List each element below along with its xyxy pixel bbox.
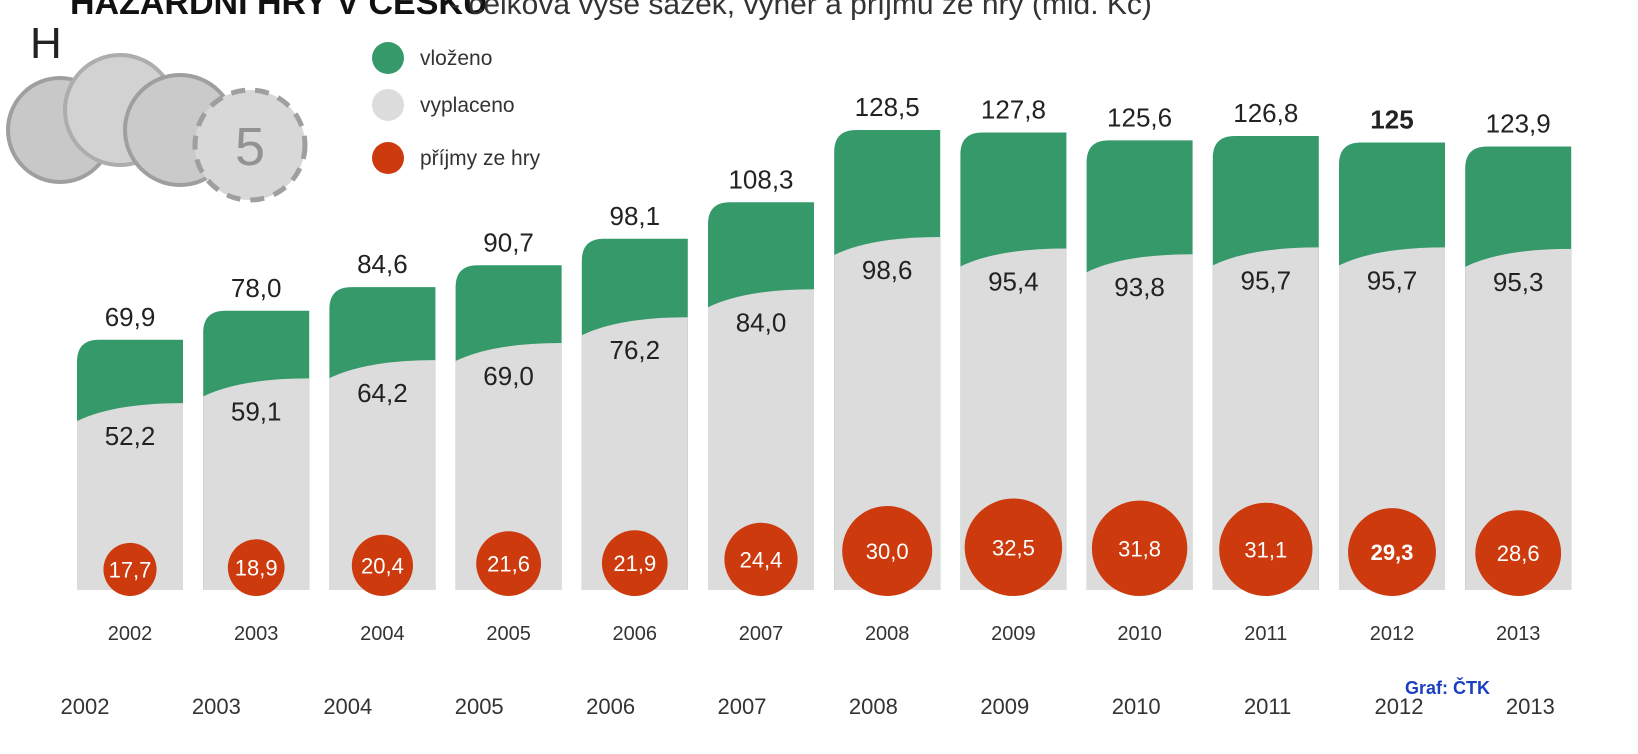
x-tick-label: 2006	[613, 623, 658, 645]
value-label-income: 17,7	[109, 557, 152, 582]
backdrop-year-label: 2006	[586, 694, 635, 719]
svg-text:5: 5	[235, 117, 265, 177]
value-label-deposited: 69,9	[105, 302, 156, 332]
value-label-deposited: 125	[1370, 105, 1413, 135]
x-tick-label: 2011	[1244, 623, 1287, 645]
legend-swatch	[372, 142, 404, 174]
value-label-deposited: 125,6	[1107, 102, 1172, 132]
legend-label: vloženo	[420, 47, 492, 70]
value-label-paid: 93,8	[1114, 272, 1165, 302]
source: Graf: ČTK	[1405, 677, 1490, 698]
x-tick-label: 2003	[234, 623, 279, 645]
x-tick-label: 2010	[1117, 623, 1162, 645]
value-label-paid: 95,7	[1367, 265, 1418, 295]
value-label-paid: 98,6	[862, 255, 913, 285]
x-tick-label: 2005	[486, 623, 531, 645]
legend-label: vyplaceno	[420, 94, 515, 117]
x-tick-label: 2012	[1370, 623, 1415, 645]
x-tick-label: 2004	[360, 623, 405, 645]
value-label-paid: 95,4	[988, 266, 1039, 296]
value-label-income: 18,9	[235, 556, 278, 581]
value-label-deposited: 108,3	[728, 164, 793, 194]
chart: H 5 HAZARDNÍ HRY V ČESKU - celková výše …	[0, 0, 1638, 754]
x-tick-label: 2009	[991, 623, 1036, 645]
x-tick-label: 2008	[865, 623, 910, 645]
value-label-income: 24,4	[740, 547, 783, 572]
chart-title: HAZARDNÍ HRY V ČESKU	[70, 0, 487, 22]
legend-label: příjmy ze hry	[420, 147, 541, 170]
value-label-deposited: 78,0	[231, 273, 282, 303]
backdrop-year-label: 2007	[718, 694, 767, 719]
value-label-income: 29,3	[1371, 540, 1414, 565]
backdrop-year-label: 2005	[455, 694, 504, 719]
value-label-income: 21,9	[613, 551, 656, 576]
value-label-income: 20,4	[361, 553, 404, 578]
value-label-paid: 69,0	[483, 361, 534, 391]
backdrop-year-label: 2011	[1244, 694, 1291, 719]
backdrop-letter: H	[30, 19, 62, 68]
value-label-deposited: 127,8	[981, 94, 1046, 124]
x-tick-label: 2007	[739, 623, 784, 645]
value-label-deposited: 90,7	[483, 227, 534, 257]
backdrop-year-label: 2004	[323, 694, 372, 719]
backdrop-year-label: 2002	[61, 694, 110, 719]
value-label-income: 31,8	[1118, 536, 1161, 561]
legend-swatch	[372, 42, 404, 74]
value-label-deposited: 126,8	[1233, 98, 1298, 128]
backdrop-year-label: 2008	[849, 694, 898, 719]
value-label-income: 21,6	[487, 552, 530, 577]
value-label-income: 31,1	[1244, 537, 1287, 562]
legend-swatch	[372, 89, 404, 121]
value-label-paid: 52,2	[105, 421, 156, 451]
value-label-deposited: 98,1	[609, 201, 660, 231]
value-label-income: 32,5	[992, 535, 1035, 560]
value-label-income: 30,0	[866, 539, 909, 564]
chart-subtitle: - celková výše sázek, výher a příjmů ze …	[450, 0, 1152, 21]
value-label-deposited: 128,5	[855, 92, 920, 122]
x-tick-label: 2002	[108, 623, 153, 645]
value-label-deposited: 84,6	[357, 249, 408, 279]
value-label-paid: 64,2	[357, 378, 408, 408]
value-label-paid: 84,0	[736, 307, 787, 337]
x-tick-label: 2013	[1496, 623, 1541, 645]
backdrop-year-label: 2010	[1112, 694, 1161, 719]
value-label-paid: 59,1	[231, 396, 282, 426]
backdrop-year-label: 2013	[1506, 694, 1555, 719]
value-label-paid: 95,3	[1493, 267, 1544, 297]
backdrop-year-label: 2009	[980, 694, 1029, 719]
value-label-paid: 95,7	[1240, 265, 1291, 295]
value-label-paid: 76,2	[609, 335, 660, 365]
backdrop-year-label: 2003	[192, 694, 241, 719]
value-label-deposited: 123,9	[1486, 108, 1551, 138]
value-label-income: 28,6	[1497, 541, 1540, 566]
